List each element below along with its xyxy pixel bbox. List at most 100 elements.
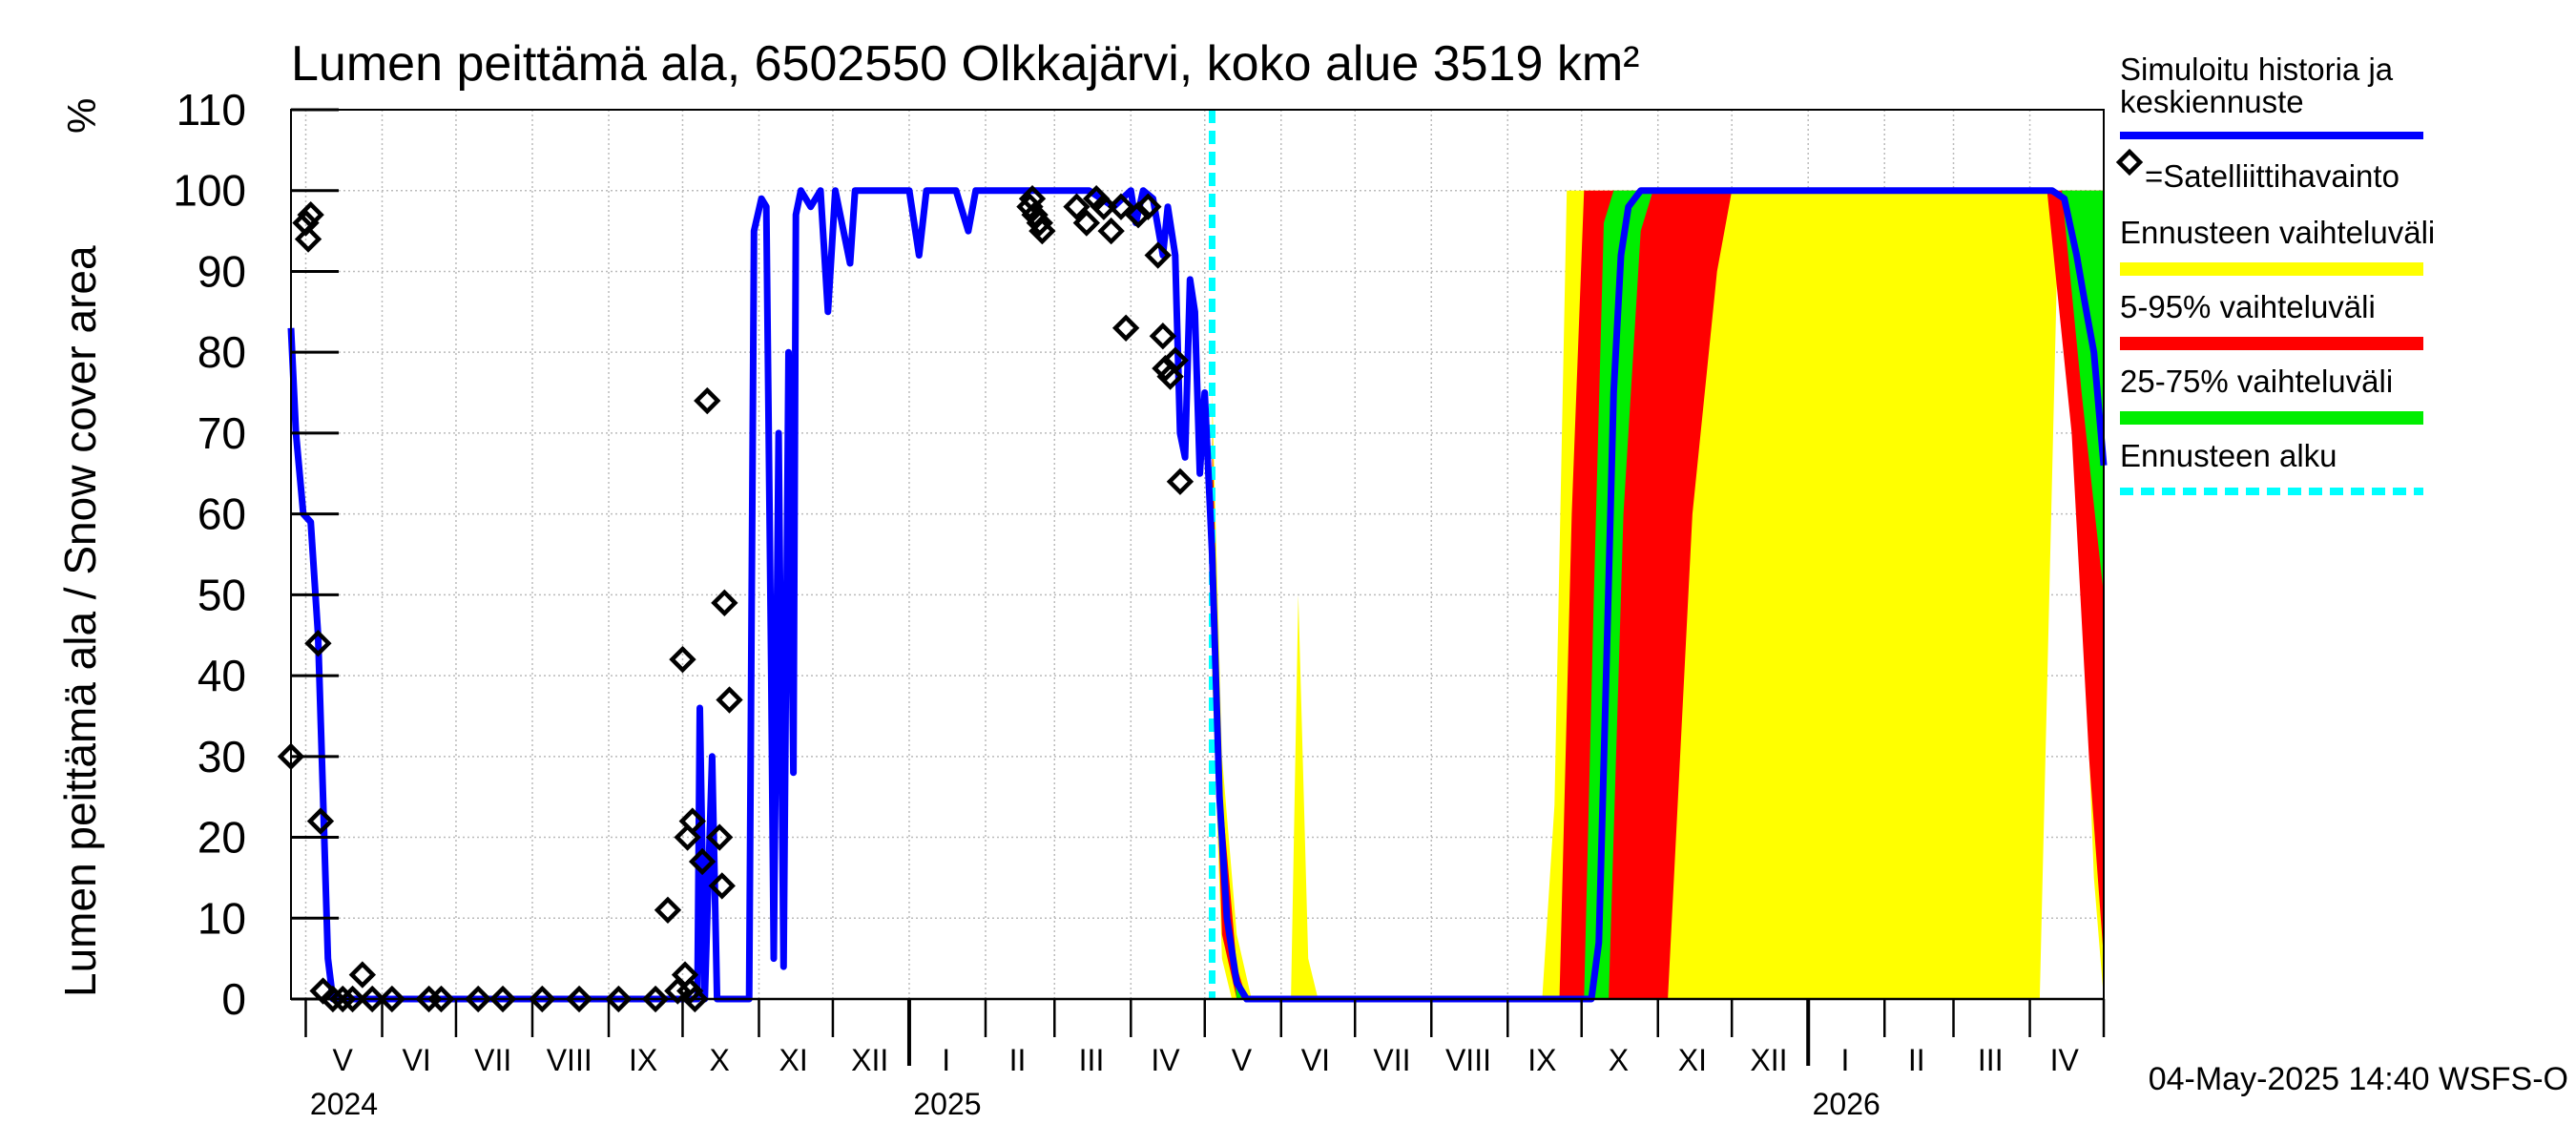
satellite-observation-marker — [529, 985, 556, 1013]
x-month-label: VIII — [547, 1043, 592, 1077]
x-month-label: IV — [2050, 1043, 2080, 1077]
x-month-label: VII — [1373, 1043, 1410, 1077]
satellite-observation-marker — [694, 386, 721, 415]
satellite-observation-marker — [339, 985, 366, 1013]
x-year-label: 2025 — [913, 1087, 981, 1121]
x-month-label: V — [333, 1043, 354, 1077]
y-tick-label: 0 — [221, 974, 246, 1024]
satellite-observation-marker — [297, 200, 324, 229]
satellite-observation-marker — [1124, 200, 1153, 229]
satellite-observation-marker — [348, 961, 377, 989]
satellite-observation-marker — [1063, 193, 1091, 220]
satellite-observation-marker — [294, 225, 322, 253]
satellite-observation-marker — [378, 985, 406, 1013]
y-tick-label: 110 — [177, 85, 246, 135]
satellite-observation-marker — [1144, 241, 1172, 269]
x-month-label: III — [1079, 1043, 1105, 1077]
x-month-label: XII — [1750, 1043, 1787, 1077]
x-year-label: 2024 — [310, 1087, 378, 1121]
satellite-observation-marker — [427, 985, 455, 1013]
satellite-observation-marker — [681, 985, 709, 1013]
x-month-label: X — [1609, 1043, 1629, 1077]
x-month-label: VI — [1301, 1043, 1330, 1077]
satellite-observation-marker — [565, 985, 593, 1013]
y-tick-label: 90 — [197, 246, 246, 296]
x-month-label: I — [1840, 1043, 1849, 1077]
y-tick-label: 60 — [197, 489, 246, 539]
y-tick-label: 20 — [197, 813, 246, 863]
y-tick-label: 40 — [197, 651, 246, 700]
satellite-observation-marker — [1152, 354, 1179, 383]
x-year-label: 2026 — [1813, 1087, 1880, 1121]
legend-label-simulated-cont: keskiennuste — [2120, 84, 2304, 119]
satellite-observation-marker — [708, 872, 736, 900]
satellite-observation-marker — [641, 985, 670, 1013]
y-tick-label: 50 — [197, 570, 246, 619]
legend-label-band-1: 5-95% vaihteluväli — [2120, 289, 2376, 324]
x-month-label: IX — [1527, 1043, 1556, 1077]
y-axis-ticks: 0 10 20 30 40 50 60 70 80 90 100 110 — [173, 85, 339, 1024]
satellite-observation-marker — [1156, 363, 1184, 390]
x-month-label: VII — [474, 1043, 511, 1077]
satellite-observation-marker — [654, 896, 682, 924]
x-month-label: VI — [403, 1043, 431, 1077]
x-month-label: IX — [629, 1043, 657, 1077]
satellite-observation-marker — [1149, 323, 1177, 350]
satellite-observation-marker — [1107, 193, 1135, 220]
satellite-observation-marker — [605, 985, 633, 1013]
satellite-observation-marker — [1111, 314, 1140, 342]
satellite-observation-marker — [1072, 209, 1101, 237]
simulated-history-line — [287, 187, 2108, 1003]
satellite-observation-marker — [676, 977, 704, 1005]
legend-label-band-0: Ennusteen vaihteluväli — [2120, 215, 2435, 250]
x-month-label: XI — [1678, 1043, 1707, 1077]
satellite-observation-marker — [1028, 217, 1056, 245]
satellite-observation-marker — [304, 630, 332, 657]
x-month-label: XI — [779, 1043, 808, 1077]
satellite-observation-marker — [706, 823, 734, 851]
y-tick-label: 100 — [173, 166, 246, 216]
satellite-observations — [277, 185, 1195, 1013]
satellite-observation-marker — [465, 985, 492, 1013]
x-month-label: IV — [1151, 1043, 1180, 1077]
satellite-observation-marker — [716, 686, 743, 714]
satellite-observation-marker — [674, 823, 701, 851]
x-month-label: III — [1978, 1043, 2004, 1077]
legend-label-simulated: Simuloitu historia ja — [2120, 52, 2394, 87]
y-tick-label: 70 — [197, 408, 246, 458]
x-month-label: XII — [851, 1043, 888, 1077]
y-axis-unit: % — [59, 98, 104, 134]
legend-label-band-2: 25-75% vaihteluväli — [2120, 364, 2393, 399]
satellite-observation-marker — [319, 985, 347, 1013]
legend-swatch-satellite — [2115, 148, 2144, 177]
y-axis-label: Lumen peittämä ala / Snow cover area — [55, 245, 105, 997]
x-axis-ticks: V VI VII VIII IX X XI XII I II III IV V VI VII VIII IX X X… — [304, 999, 2106, 1121]
satellite-observation-marker — [1090, 193, 1118, 220]
satellite-observation-marker — [1134, 193, 1162, 220]
x-month-label: X — [710, 1043, 730, 1077]
satellite-observation-marker — [1161, 346, 1189, 374]
satellite-observation-marker — [1166, 468, 1195, 495]
satellite-observation-marker — [669, 645, 696, 674]
axes — [290, 109, 2105, 1001]
legend-label-satellite: =Satelliittihavainto — [2145, 158, 2399, 194]
satellite-observation-marker — [488, 985, 517, 1013]
legend-swatch-band-0 — [2120, 262, 2423, 276]
satellite-observation-marker — [1097, 217, 1125, 245]
forecast-bands — [1212, 190, 2104, 999]
satellite-observation-marker — [329, 985, 357, 1013]
x-month-label: V — [1232, 1043, 1253, 1077]
y-tick-label: 30 — [197, 732, 246, 781]
band-5-95 — [1212, 190, 2104, 999]
satellite-observation-marker — [711, 589, 738, 617]
y-tick-label: 80 — [197, 327, 246, 377]
legend-swatch-band-1 — [2120, 337, 2423, 350]
y-tick-label: 10 — [197, 893, 246, 943]
satellite-observation-marker — [1026, 209, 1053, 237]
chart-title: Lumen peittämä ala, 6502550 Olkkajärvi, … — [291, 36, 1639, 92]
satellite-observation-marker — [359, 985, 386, 1013]
footer-timestamp: 04-May-2025 14:40 WSFS-O — [2149, 1061, 2568, 1097]
x-month-label: II — [1009, 1043, 1027, 1077]
